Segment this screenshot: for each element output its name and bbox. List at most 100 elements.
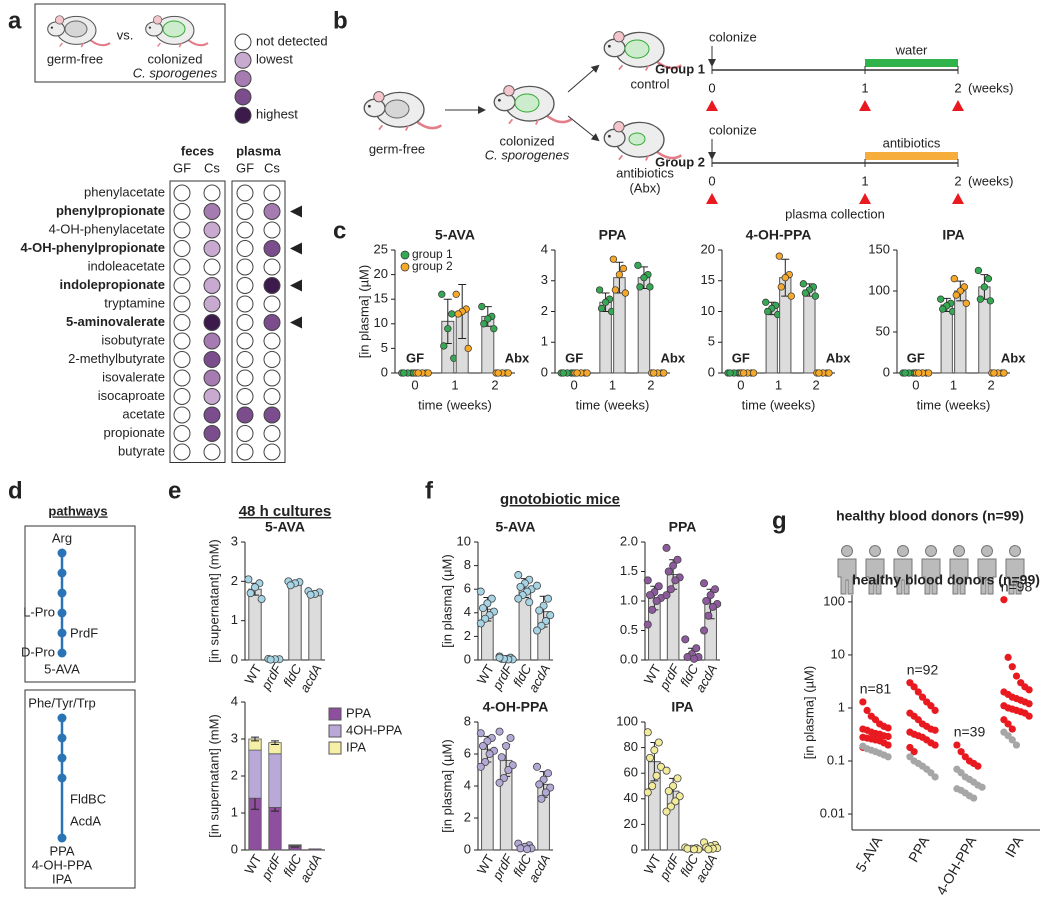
data-point	[700, 626, 709, 635]
legend-dot	[234, 51, 252, 69]
data-point	[957, 748, 965, 756]
bar-segment	[288, 844, 302, 846]
y-tick-label: 3	[231, 533, 238, 548]
timeline-tick-label: 1	[861, 80, 868, 95]
data-point	[502, 742, 511, 751]
y-tick-label: 6	[464, 581, 471, 596]
row-label: acetate	[122, 406, 165, 421]
data-point	[825, 369, 833, 377]
y-axis-label: [in plasma] (µM)	[439, 739, 454, 832]
legend-marker	[400, 262, 410, 272]
data-point	[250, 583, 259, 592]
data-point	[257, 595, 266, 604]
legend-swatch	[328, 707, 342, 721]
y-tick-label: 40	[624, 790, 638, 805]
data-point	[485, 750, 494, 759]
label: (Abx)	[629, 180, 660, 195]
data-point	[654, 738, 663, 747]
data-point	[400, 369, 408, 377]
data-point	[490, 325, 498, 333]
level-dot	[236, 295, 254, 313]
data-point	[452, 290, 460, 298]
x-tick-label: acdA	[297, 852, 325, 885]
data-point	[884, 732, 892, 741]
label: germ-free	[47, 51, 103, 66]
bar	[637, 277, 651, 374]
data-point	[645, 753, 654, 762]
level-dot	[236, 240, 254, 257]
level-dot	[263, 221, 281, 239]
arrow-marker	[290, 279, 302, 292]
legend-box	[34, 3, 226, 83]
data-point	[931, 741, 939, 749]
y-tick-label: 8	[464, 557, 471, 572]
y-tick-label: 1.5	[620, 563, 638, 578]
bar	[940, 304, 953, 374]
data-point	[448, 310, 456, 318]
label: Phe/Tyr/Trp	[28, 695, 95, 710]
label: FldBC	[70, 791, 106, 806]
data-point	[438, 290, 446, 298]
label: colonized	[500, 133, 555, 148]
timeline-tick-label: 2	[954, 173, 961, 188]
row-label: isobutyrate	[101, 332, 165, 347]
y-tick-label: 15	[701, 272, 715, 287]
data-point	[646, 283, 654, 291]
data-point	[535, 780, 544, 789]
data-point	[918, 693, 927, 701]
legend-dot	[234, 70, 252, 88]
y-tick-label: 8	[464, 713, 471, 728]
data-point	[454, 310, 462, 318]
level-dot	[236, 332, 254, 350]
data-point	[478, 302, 486, 311]
chart-title: PPA	[599, 227, 627, 243]
data-point	[980, 283, 989, 291]
data-point	[777, 283, 785, 291]
y-tick-label: 100	[823, 593, 845, 608]
data-point	[533, 581, 542, 590]
level-dot	[173, 184, 191, 202]
y-tick-label: 10	[701, 303, 715, 318]
data-point	[523, 845, 532, 854]
x-axis-label: time (weeks)	[917, 397, 991, 412]
data-point	[516, 582, 525, 591]
y-tick-label: 20	[701, 241, 715, 256]
data-point	[535, 606, 544, 615]
data-point	[815, 369, 823, 377]
x-tick-label: 0	[571, 377, 578, 392]
x-axis-label: time (weeks)	[742, 397, 816, 412]
label: PrdF	[70, 625, 98, 640]
x-tick-label: 1	[775, 377, 782, 392]
annotation: GF	[565, 350, 583, 365]
bar	[308, 592, 322, 661]
data-point	[664, 787, 673, 796]
y-tick-label: 100	[868, 282, 890, 297]
level-dot	[263, 388, 281, 405]
chart-title: 5-AVA	[496, 519, 536, 535]
data-point	[484, 315, 492, 323]
panel-label: a	[8, 7, 22, 34]
data-point	[648, 605, 657, 614]
data-point	[643, 576, 652, 585]
collection-marker	[859, 100, 871, 111]
x-tick-label: acdA	[297, 662, 325, 695]
data-point	[650, 369, 658, 377]
level-dot	[236, 184, 254, 202]
data-point	[1008, 736, 1016, 744]
legend-label: PPA	[346, 705, 371, 720]
data-point	[662, 766, 671, 775]
data-point	[924, 369, 933, 377]
level-dot	[263, 425, 281, 442]
data-point	[914, 688, 922, 696]
data-point	[615, 270, 624, 279]
y-tick-label: 0	[708, 364, 715, 379]
panel-label: c	[333, 217, 346, 244]
data-point	[634, 261, 642, 270]
y-axis-label: [in plasma] (µM)	[801, 666, 816, 759]
group-box	[231, 180, 286, 463]
panel-label: b	[333, 7, 348, 34]
data-point	[643, 728, 652, 737]
x-tick-label: 1	[451, 377, 458, 392]
timeline-tick-label: 1	[861, 173, 868, 188]
